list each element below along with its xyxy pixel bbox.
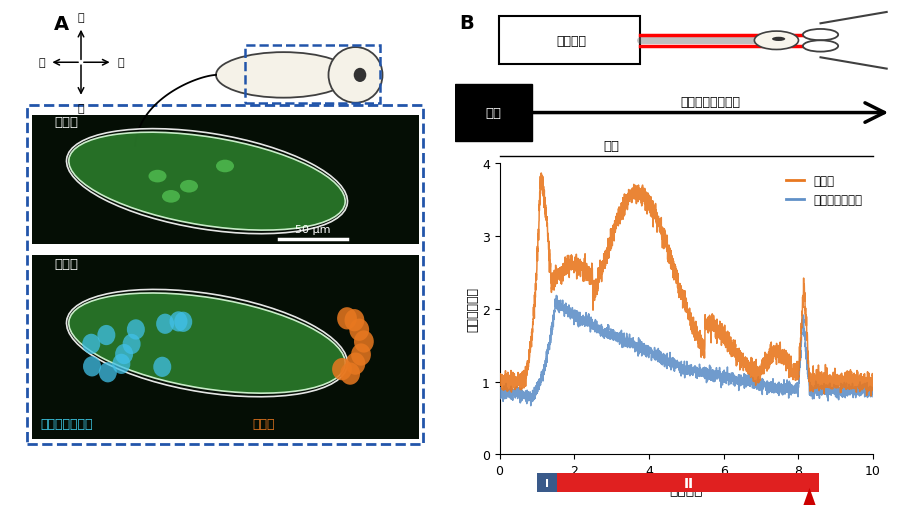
Circle shape [332, 359, 352, 381]
Circle shape [83, 357, 101, 377]
Circle shape [340, 363, 360, 385]
Circle shape [175, 312, 193, 332]
Text: 50 μm: 50 μm [295, 225, 330, 235]
Text: 退縮誤導: 退縮誤導 [556, 35, 587, 47]
Ellipse shape [328, 48, 382, 104]
Circle shape [169, 312, 187, 332]
Text: 体幹部後方組織: 体幹部後方組織 [40, 417, 93, 430]
Circle shape [97, 325, 115, 345]
Circle shape [354, 69, 366, 83]
Circle shape [338, 308, 357, 330]
Y-axis label: 相対蛍光輝度: 相対蛍光輝度 [466, 287, 479, 332]
Circle shape [803, 41, 838, 53]
Legend: 付着器, 体幹部後方組織: 付着器, 体幹部後方組織 [781, 170, 867, 211]
Circle shape [354, 331, 373, 353]
Text: 付着前: 付着前 [54, 116, 78, 129]
Text: 付着後: 付着後 [54, 258, 78, 271]
Text: B: B [459, 14, 473, 33]
Ellipse shape [754, 32, 798, 50]
Text: 背: 背 [77, 104, 85, 114]
Circle shape [122, 334, 140, 355]
Ellipse shape [216, 53, 351, 98]
Text: 前: 前 [117, 58, 123, 68]
FancyBboxPatch shape [454, 85, 532, 141]
Text: 継続的な付着山激: 継続的な付着山激 [680, 96, 741, 109]
Text: 腹: 腹 [77, 13, 85, 23]
Ellipse shape [162, 190, 180, 203]
Circle shape [99, 363, 117, 383]
Circle shape [127, 320, 145, 340]
Circle shape [351, 344, 371, 366]
Text: 付着: 付着 [604, 139, 619, 153]
Ellipse shape [216, 161, 234, 173]
Circle shape [346, 353, 365, 375]
Circle shape [349, 319, 369, 341]
Circle shape [772, 38, 785, 42]
Ellipse shape [68, 293, 346, 393]
Ellipse shape [148, 171, 166, 183]
Circle shape [82, 334, 100, 355]
Text: A: A [54, 15, 69, 34]
Polygon shape [803, 488, 816, 505]
FancyBboxPatch shape [499, 17, 640, 65]
Circle shape [153, 357, 171, 377]
FancyBboxPatch shape [32, 255, 419, 439]
Ellipse shape [180, 180, 198, 193]
Text: 後: 後 [39, 58, 45, 68]
X-axis label: 時間／分: 時間／分 [670, 483, 703, 497]
Text: Ⅰ: Ⅰ [545, 478, 549, 488]
Text: 付着器: 付着器 [252, 417, 274, 430]
Circle shape [156, 314, 174, 334]
Circle shape [115, 344, 133, 365]
Circle shape [345, 310, 364, 332]
Circle shape [112, 354, 130, 374]
FancyBboxPatch shape [32, 116, 419, 245]
Ellipse shape [68, 133, 346, 231]
Text: 観察: 観察 [485, 107, 501, 120]
Text: Ⅱ: Ⅱ [684, 476, 693, 490]
Circle shape [803, 30, 838, 41]
